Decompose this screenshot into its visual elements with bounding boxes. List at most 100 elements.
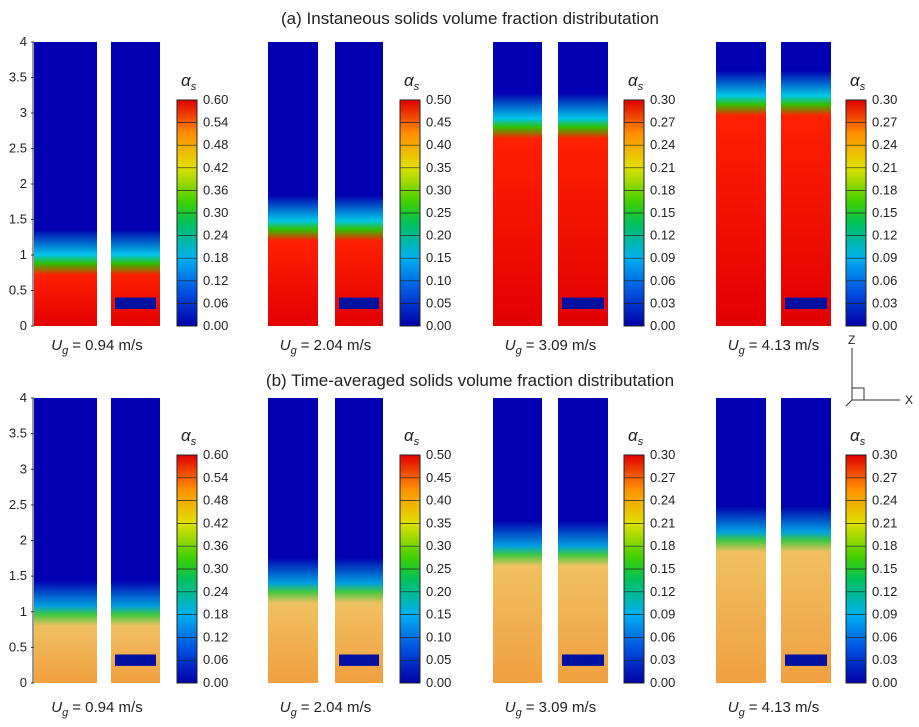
colorbar-tick-label: 0.30 (426, 182, 451, 197)
colorbar-tick-label: 0.10 (426, 273, 451, 288)
y-tick-label: 2.5 (9, 141, 27, 156)
colorbar-tick-label: 0.12 (203, 629, 228, 644)
colorbar-tick-label: 0.24 (650, 137, 675, 152)
contour-plot (493, 398, 542, 683)
colorbar-tick-label: 0.12 (203, 273, 228, 288)
colorbar-title: αs (181, 426, 197, 448)
colorbar-tick-label: 0.30 (203, 205, 228, 220)
colorbar-subscript: s (414, 436, 420, 448)
colorbar-tick-label: 0.15 (650, 205, 675, 220)
colorbar-tick-label: 0.06 (203, 652, 228, 667)
velocity-label: Ug = 2.04 m/s (280, 699, 371, 719)
colorbar-symbol: α (404, 71, 415, 90)
colorbar-subscript: s (414, 81, 420, 93)
velocity-value: = 4.13 m/s (749, 699, 819, 716)
colorbar-symbol: α (850, 71, 861, 90)
colorbar-tick-label: 0.00 (650, 318, 675, 333)
velocity-label: Ug = 4.13 m/s (728, 699, 819, 719)
colorbar-tick-label: 0.40 (426, 137, 451, 152)
velocity-symbol: U (505, 699, 516, 716)
colorbar-tick-label: 0.27 (650, 470, 675, 485)
contour-plot (558, 42, 608, 326)
contour-plot (781, 398, 831, 683)
colorbar-tick-label: 0.06 (650, 273, 675, 288)
colorbar-tick-label: 0.50 (426, 447, 451, 462)
contour-plot (716, 42, 766, 326)
velocity-value: = 2.04 m/s (301, 699, 371, 716)
insert-tube (339, 654, 379, 666)
colorbar-tick-label: 0.12 (872, 584, 897, 599)
colorbar-symbol: α (181, 426, 192, 445)
contour-plot (34, 398, 97, 683)
insert-tube (562, 297, 604, 309)
colorbar-title: αs (404, 71, 420, 93)
colorbar-tick-label: 0.21 (650, 515, 675, 530)
velocity-symbol: U (280, 699, 291, 716)
colorbar-tick-label: 0.21 (872, 515, 897, 530)
colorbar-tick-label: 0.18 (650, 182, 675, 197)
velocity-label: Ug = 3.09 m/s (505, 699, 596, 719)
velocity-symbol: U (51, 337, 62, 354)
y-tick-label: 2.5 (9, 497, 27, 512)
insert-tube (115, 297, 156, 309)
colorbar-tick-label: 0.24 (203, 584, 228, 599)
contour-plot (781, 42, 831, 326)
colorbar-tick-label: 0.00 (203, 675, 228, 690)
colorbar-tick-label: 0.06 (203, 295, 228, 310)
colorbar-title: αs (628, 426, 644, 448)
velocity-symbol: U (280, 337, 291, 354)
colorbar-tick-label: 0.00 (650, 675, 675, 690)
colorbar-tick-label: 0.20 (426, 584, 451, 599)
colorbar-tick-label: 0.09 (872, 250, 897, 265)
contour-plot (34, 42, 97, 326)
contour-plot (493, 42, 542, 326)
colorbar-tick-label: 0.30 (426, 538, 451, 553)
y-tick-label: 4 (20, 390, 27, 405)
colorbar-tick-label: 0.48 (203, 493, 228, 508)
colorbar-subscript: s (860, 436, 866, 448)
velocity-value: = 2.04 m/s (301, 337, 371, 354)
insert-tube (115, 654, 156, 666)
panel-title: (b) Time-averaged solids volume fraction… (266, 371, 674, 390)
velocity-subscript: g (291, 345, 298, 357)
colorbar-tick-label: 0.25 (426, 205, 451, 220)
colorbar-tick-label: 0.35 (426, 160, 451, 175)
colorbar-tick-label: 0.09 (872, 607, 897, 622)
colorbar-tick-label: 0.18 (872, 182, 897, 197)
colorbar-tick-label: 0.24 (203, 228, 228, 243)
colorbar-tick-label: 0.15 (872, 561, 897, 576)
colorbar-tick-label: 0.30 (872, 92, 897, 107)
velocity-subscript: g (62, 707, 69, 719)
colorbar-tick-label: 0.09 (650, 250, 675, 265)
contour-plot (335, 398, 383, 683)
contour-plot (335, 42, 383, 326)
velocity-subscript: g (291, 707, 298, 719)
colorbar-tick-label: 0.30 (872, 447, 897, 462)
velocity-label: Ug = 2.04 m/s (280, 337, 371, 357)
colorbar-title: αs (628, 71, 644, 93)
colorbar-tick-label: 0.03 (872, 652, 897, 667)
colorbar-tick-label: 0.12 (872, 228, 897, 243)
colorbar-tick-label: 0.00 (872, 318, 897, 333)
colorbar-title: αs (404, 426, 420, 448)
velocity-label: Ug = 4.13 m/s (728, 337, 819, 357)
colorbar-tick-label: 0.24 (872, 493, 897, 508)
contour-plot (268, 42, 318, 326)
colorbar-tick-label: 0.00 (426, 318, 451, 333)
velocity-symbol: U (728, 337, 739, 354)
insert-tube (785, 654, 827, 666)
axis-x-label: X (905, 393, 913, 407)
colorbar-tick-label: 0.45 (426, 115, 451, 130)
colorbar-tick-label: 0.09 (650, 607, 675, 622)
colorbar-subscript: s (191, 81, 197, 93)
velocity-symbol: U (51, 699, 62, 716)
velocity-symbol: U (728, 699, 739, 716)
colorbar-subscript: s (638, 436, 644, 448)
contour-plot (558, 398, 608, 683)
colorbar-tick-label: 0.12 (650, 584, 675, 599)
velocity-label: Ug = 0.94 m/s (51, 337, 142, 357)
y-tick-label: 1 (20, 604, 27, 619)
y-tick-label: 3.5 (9, 70, 27, 85)
y-tick-label: 2 (20, 533, 27, 548)
colorbar-subscript: s (860, 81, 866, 93)
